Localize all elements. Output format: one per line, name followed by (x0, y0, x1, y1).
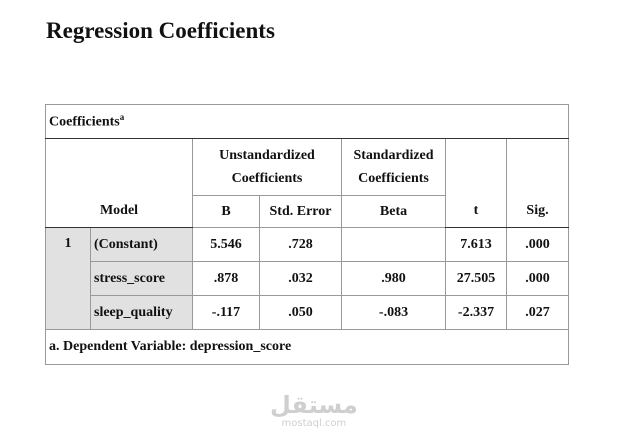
row-label: sleep_quality (90, 295, 193, 330)
caption-marker: a (119, 112, 125, 123)
table-cell: .728 (259, 227, 342, 262)
table-body: 1 (Constant) 5.546.728 7.613.000 stress_scor… (45, 227, 569, 330)
column-header: B (192, 195, 260, 228)
table-cell: -.083 (341, 295, 446, 330)
table-cell: 27.505 (445, 261, 507, 296)
watermark: مستقل mostaql.com (270, 392, 358, 429)
footnote: a. Dependent Variable: depression_score (45, 329, 569, 365)
column-header: Std. Error (259, 195, 342, 228)
watermark-latin: mostaql.com (281, 418, 347, 429)
table-cell: .000 (506, 227, 569, 262)
table-cell: 7.613 (445, 227, 507, 262)
model-header: Model (45, 138, 193, 228)
row-label: stress_score (90, 261, 193, 296)
column-header: Sig. (506, 138, 569, 228)
group-header: Unstandardized Coefficients (192, 138, 342, 196)
watermark-arabic: مستقل (270, 391, 358, 419)
caption-text: Coefficients (49, 114, 120, 130)
table-cell: .050 (259, 295, 342, 330)
table-cell: -.117 (192, 295, 260, 330)
table-row: stress_score .878.032.980 27.505.000 (46, 261, 569, 296)
table-cell (341, 227, 446, 262)
group-header: Standardized Coefficients (341, 138, 446, 196)
row-label: (Constant) (90, 227, 193, 262)
table-caption: Coefficientsa (45, 104, 569, 139)
table-cell: .032 (259, 261, 342, 296)
column-header: t (445, 138, 507, 228)
table-cell: 5.546 (192, 227, 260, 262)
table-row: 1 (Constant) 5.546.728 7.613.000 (45, 227, 569, 330)
table-cell: .000 (506, 261, 569, 296)
table-cell: .027 (506, 295, 569, 330)
table-cell: .878 (192, 261, 260, 296)
coefficients-table: Coefficientsa Model Unstandardized Coeff… (45, 104, 569, 365)
table-row: sleep_quality -.117.050 -.083 -2.337.027 (46, 295, 569, 330)
table-cell: -2.337 (445, 295, 507, 330)
table-cell: .980 (341, 261, 446, 296)
model-cell: 1 (45, 227, 91, 330)
page-title: Regression Coefficients (46, 18, 275, 43)
column-header: Beta (341, 195, 446, 228)
